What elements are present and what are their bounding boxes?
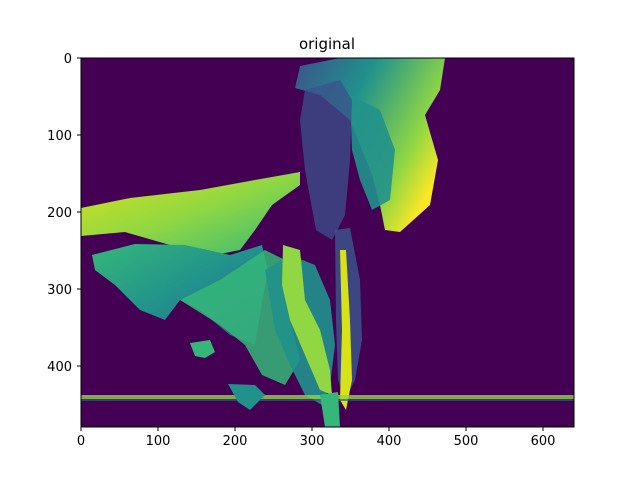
x-tick-label: 300 [300, 434, 325, 449]
x-tick-label: 500 [454, 434, 479, 449]
x-tick-label: 200 [223, 434, 248, 449]
image-region-small-blob [190, 340, 215, 358]
x-tick-label: 400 [377, 434, 402, 449]
image-region-bottom-foot [320, 392, 340, 427]
y-axis: 0 100 200 300 400 [47, 52, 81, 375]
plot-frame [80, 57, 575, 428]
image-region-face [300, 80, 352, 240]
x-axis: 0 100 200 300 400 500 600 [77, 427, 556, 449]
y-tick-label: 400 [47, 360, 72, 375]
y-tick-label: 100 [47, 129, 72, 144]
plot-title: original [299, 35, 355, 53]
depth-image [81, 58, 574, 427]
x-tick-label: 0 [77, 434, 85, 449]
x-tick-label: 600 [531, 434, 556, 449]
y-tick-label: 300 [47, 283, 72, 298]
image-region-shoulder [350, 95, 395, 210]
y-tick-label: 0 [64, 52, 72, 67]
image-region-left-arm [81, 172, 300, 255]
y-tick-label: 200 [47, 206, 72, 221]
image-region-leg [282, 245, 332, 395]
image-region-bottom-blob [228, 384, 265, 410]
image-region-lower-strip [340, 250, 352, 410]
x-tick-label: 100 [146, 434, 171, 449]
